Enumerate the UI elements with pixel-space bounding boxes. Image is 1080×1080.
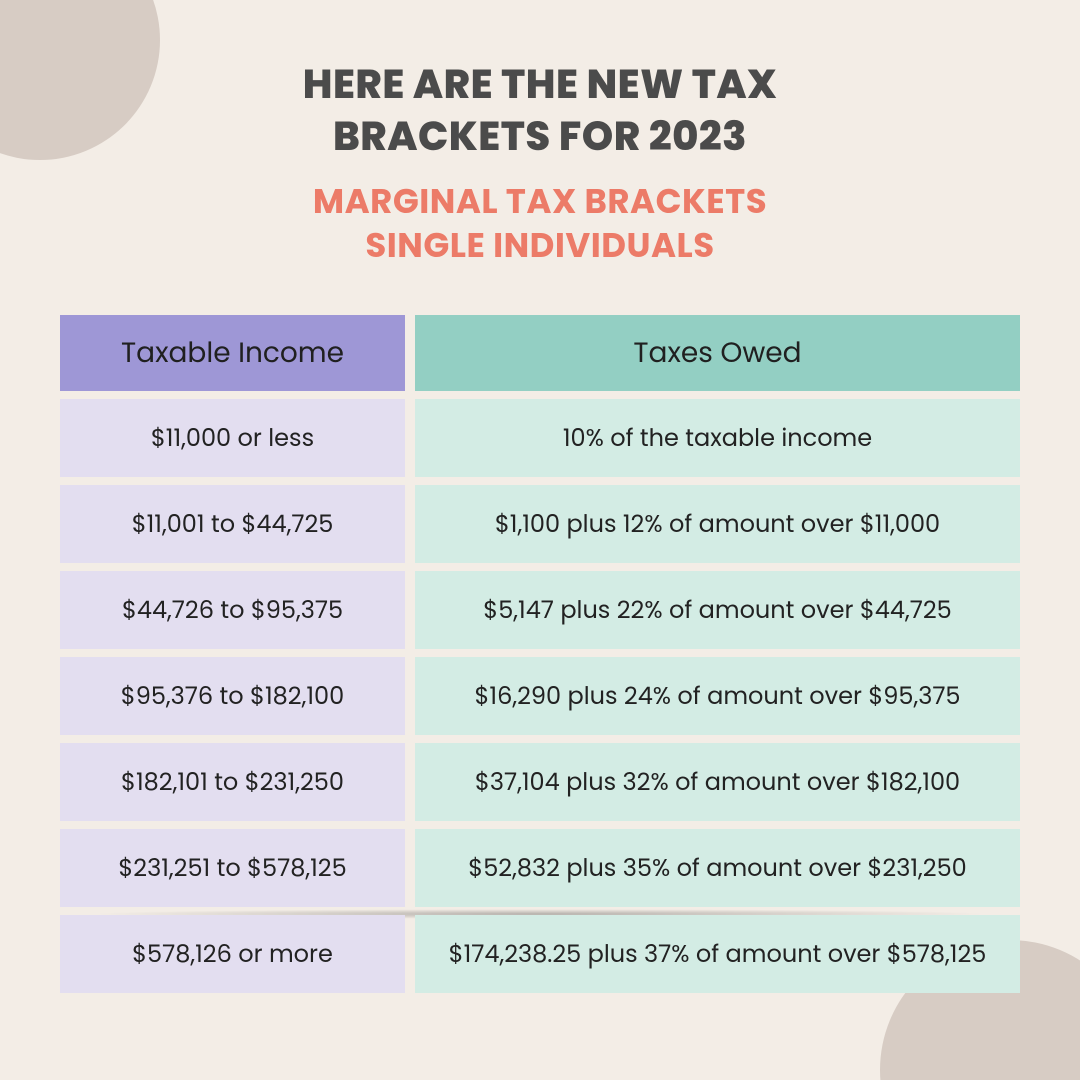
subtitle-line-1: Marginal Tax Brackets [313, 177, 767, 225]
page-subtitle: Marginal Tax Brackets Single Individuals [60, 180, 1020, 267]
table-row: $11,000 or less10% of the taxable income [60, 399, 1020, 477]
table-row: $578,126 or more$174,238.25 plus 37% of … [60, 915, 1020, 993]
income-cell: $11,000 or less [60, 399, 405, 477]
owed-cell: 10% of the taxable income [415, 399, 1020, 477]
owed-cell: $16,290 plus 24% of amount over $95,375 [415, 657, 1020, 735]
table-row: $11,001 to $44,725$1,100 plus 12% of amo… [60, 485, 1020, 563]
income-cell: $182,101 to $231,250 [60, 743, 405, 821]
table-row: $182,101 to $231,250$37,104 plus 32% of … [60, 743, 1020, 821]
column-header-income: Taxable Income [60, 315, 405, 391]
page: Here are the new tax brackets for 2023 M… [0, 0, 1080, 1080]
column-header-owed: Taxes Owed [415, 315, 1020, 391]
table-header-row: Taxable Income Taxes Owed [60, 315, 1020, 391]
title-line-1: Here are the new tax [303, 56, 777, 112]
owed-cell: $174,238.25 plus 37% of amount over $578… [415, 915, 1020, 993]
owed-cell: $5,147 plus 22% of amount over $44,725 [415, 571, 1020, 649]
table-row: $95,376 to $182,100$16,290 plus 24% of a… [60, 657, 1020, 735]
income-cell: $95,376 to $182,100 [60, 657, 405, 735]
tax-table: Taxable Income Taxes Owed $11,000 or les… [60, 315, 1020, 993]
owed-cell: $37,104 plus 32% of amount over $182,100 [415, 743, 1020, 821]
table-row: $231,251 to $578,125$52,832 plus 35% of … [60, 829, 1020, 907]
title-line-2: brackets for 2023 [333, 108, 747, 164]
income-cell: $231,251 to $578,125 [60, 829, 405, 907]
content: Here are the new tax brackets for 2023 M… [60, 58, 1020, 993]
page-title: Here are the new tax brackets for 2023 [60, 58, 1020, 162]
owed-cell: $52,832 plus 35% of amount over $231,250 [415, 829, 1020, 907]
subtitle-line-2: Single Individuals [365, 221, 714, 269]
owed-cell: $1,100 plus 12% of amount over $11,000 [415, 485, 1020, 563]
table-row: $44,726 to $95,375$5,147 plus 22% of amo… [60, 571, 1020, 649]
income-cell: $11,001 to $44,725 [60, 485, 405, 563]
income-cell: $44,726 to $95,375 [60, 571, 405, 649]
income-cell: $578,126 or more [60, 915, 405, 993]
